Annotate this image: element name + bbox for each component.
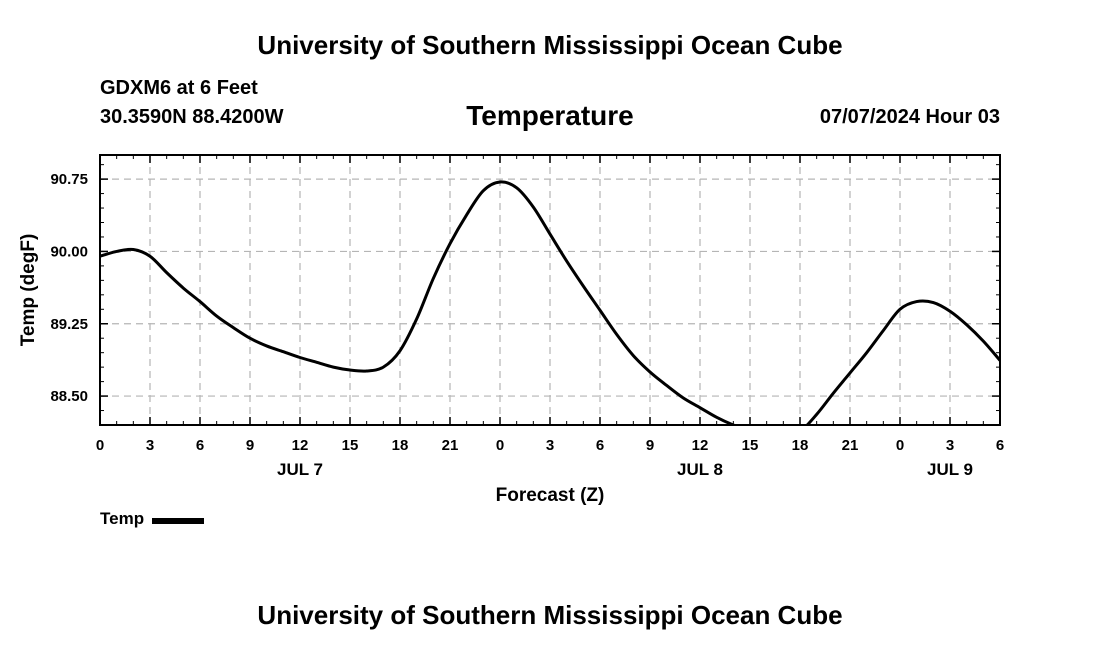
axis-labels: 0 3 6 9 12 15 18 21 0 3 6 9 12 15 18 21 0 3 6 88.50 89.25 90.…	[18, 171, 1004, 506]
y-tick-label: 90.00	[50, 243, 88, 260]
x-tick-label: 9	[246, 437, 254, 454]
x-tick-label: 3	[546, 437, 554, 454]
x-tick-label: 3	[146, 437, 154, 454]
y-tick-label: 89.25	[50, 316, 88, 333]
x-tick-label: 0	[896, 437, 904, 454]
y-axis-label: Temp (degF)	[18, 234, 39, 347]
legend-label-temp: Temp	[100, 509, 145, 528]
x-tick-label: 21	[442, 437, 459, 454]
temperature-chart: 0 3 6 9 12 15 18 21 0 3 6 9 12 15 18 21 0 3 6 88.50 89.25 90.…	[18, 154, 1004, 506]
axis-ticks	[99, 155, 1001, 425]
date-label: JUL 8	[677, 460, 723, 479]
x-tick-label: 21	[842, 437, 859, 454]
x-tick-label: 3	[946, 437, 954, 454]
x-tick-label: 15	[342, 437, 359, 454]
x-tick-label: 15	[742, 437, 759, 454]
date-label: JUL 9	[927, 460, 973, 479]
x-tick-label: 12	[692, 437, 709, 454]
y-tick-label: 90.75	[50, 171, 88, 188]
coordinates-label: 30.3590N 88.4200W	[100, 106, 284, 128]
series-line-temp	[100, 180, 1000, 425]
legend: Temp	[100, 509, 205, 529]
x-tick-label: 0	[96, 437, 104, 454]
legend-swatch-temp	[152, 518, 205, 524]
y-tick-label: 88.50	[50, 388, 88, 405]
chart-title: Temperature	[466, 100, 634, 131]
valid-time-label: 07/07/2024 Hour 03	[819, 106, 1000, 128]
top-title: University of Southern Mississippi Ocean…	[257, 30, 843, 60]
station-label: GDXM6 at 6 Feet	[100, 77, 258, 99]
x-tick-label: 6	[596, 437, 604, 454]
bottom-title: University of Southern Mississippi Ocean…	[257, 600, 843, 630]
x-axis-label: Forecast (Z)	[496, 485, 605, 506]
grid-lines	[100, 155, 1000, 425]
x-tick-label: 0	[496, 437, 504, 454]
x-tick-label: 18	[392, 437, 409, 454]
x-tick-label: 6	[996, 437, 1004, 454]
x-tick-label: 9	[646, 437, 654, 454]
date-label: JUL 7	[277, 460, 323, 479]
series-layer	[100, 180, 1000, 425]
x-tick-label: 18	[792, 437, 809, 454]
x-tick-label: 6	[196, 437, 204, 454]
x-tick-label: 12	[292, 437, 309, 454]
